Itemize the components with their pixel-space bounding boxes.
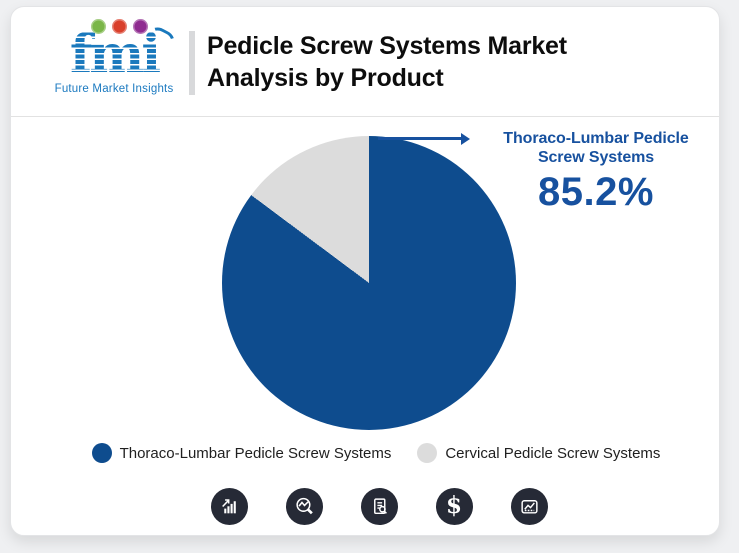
legend-label: Thoraco-Lumbar Pedicle Screw Systems [119,444,392,462]
infographic-card: fmi Future Market Insights Pedicle Screw… [10,6,720,536]
page-title-line2: Analysis by Product [207,64,444,92]
annotation-value: 85.2% [538,170,654,214]
logo-dot-purple [133,19,148,34]
dollar-glyph: $ [445,492,462,519]
legend-label: Cervical Pedicle Screw Systems [445,444,661,462]
logo-caption: Future Market Insights [54,83,174,95]
annotation-label-line1: Thoraco-Lumbar Pedicle [503,130,689,147]
legend: Thoraco-Lumbar Pedicle Screw Systems Cer… [11,443,719,463]
page-title-line1: Pedicle Screw Systems Market [207,32,567,60]
legend-item-thoraco-lumbar: Thoraco-Lumbar Pedicle Screw Systems [91,443,392,463]
footer-icons: $ [11,488,719,525]
annotation-arrow [378,133,470,144]
logo-dot-red [112,19,127,34]
report-magnifier-icon [360,488,398,525]
logo-dots [91,19,148,34]
annotation-label-line2: Screw Systems [537,149,655,166]
header: fmi Future Market Insights Pedicle Screw… [11,7,719,117]
fmi-logo: fmi Future Market Insights [39,17,189,95]
pie-chart [222,136,516,430]
legend-dot-gray [417,443,438,463]
dollar-icon: $ [435,488,473,525]
trend-area-chart-icon [510,488,548,525]
logo-dot-green [91,19,106,34]
growth-bar-chart-icon [210,488,248,525]
chart-magnifier-icon [285,488,323,525]
page-title: Pedicle Screw Systems Market Analysis by… [207,30,567,94]
annotation: Thoraco-Lumbar Pedicle Screw Systems 85.… [463,129,729,214]
legend-dot-blue [91,443,112,463]
title-divider-bar [189,31,195,95]
logo-text: fmi [39,27,189,83]
legend-item-cervical: Cervical Pedicle Screw Systems [417,443,660,463]
